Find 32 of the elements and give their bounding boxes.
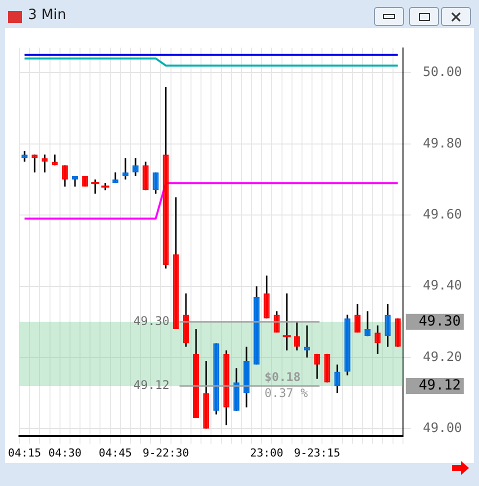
candlestick <box>132 157 139 177</box>
candlestick <box>374 324 381 355</box>
chart-title: 3 Min <box>28 7 66 23</box>
x-tick-label: 04:30 <box>48 446 82 460</box>
candlestick <box>334 364 340 394</box>
x-tick-label: 04:15 <box>8 446 42 460</box>
candlestick <box>354 303 360 334</box>
ref-line-label: 49.30 <box>133 314 170 328</box>
y-tick-label: 49.60 <box>422 207 462 222</box>
text: 49.12 <box>418 378 461 394</box>
candlestick <box>294 321 300 352</box>
y-tick-label: 49.40 <box>422 278 462 294</box>
candlestick <box>364 310 371 337</box>
annotation: 0.37 % <box>264 386 309 400</box>
ref-line-label: 49.12 <box>133 378 170 392</box>
x-tick-label: 23:00 <box>250 446 284 460</box>
text: 49.30 <box>418 314 461 330</box>
x-tick-label: 04:45 <box>98 446 132 460</box>
candlestick <box>152 172 159 194</box>
candlestick <box>264 274 270 320</box>
candlestick <box>62 164 68 188</box>
annotation: $0.18 <box>264 370 301 384</box>
candlestick <box>142 160 149 191</box>
y-tick-label: 49.80 <box>422 136 462 152</box>
candlestick <box>384 303 391 348</box>
y-tick-label: 50.00 <box>422 65 462 80</box>
candlestick <box>42 154 48 174</box>
x-tick-label: 9-22:30 <box>142 446 189 460</box>
x-tick-label: 9-23:15 <box>294 446 340 460</box>
y-tick-label: 49.00 <box>422 421 462 436</box>
y-tick-label: 49.20 <box>422 350 462 365</box>
candlestick <box>314 353 320 380</box>
